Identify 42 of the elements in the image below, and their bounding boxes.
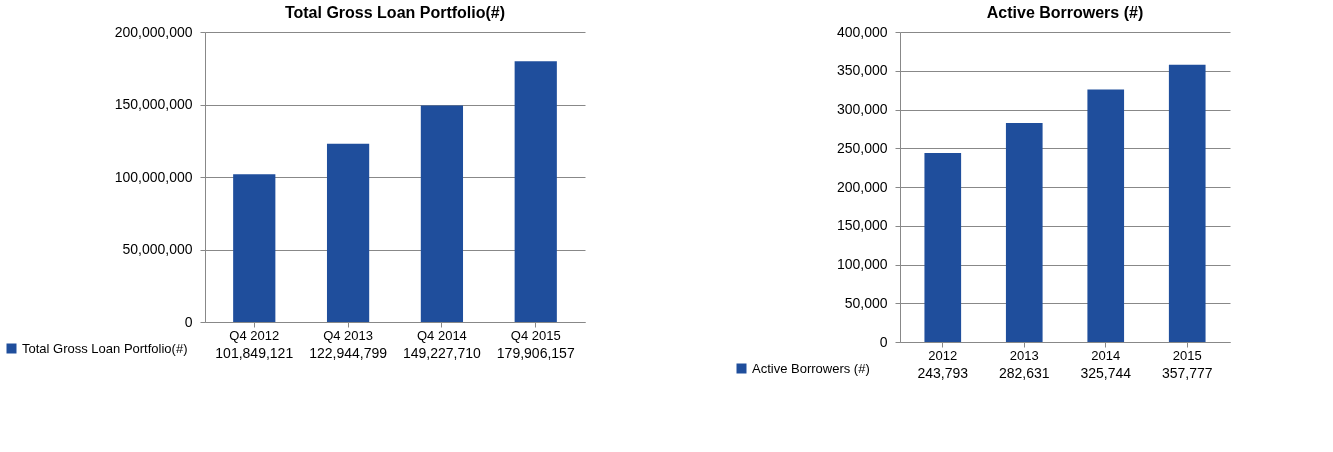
data-label: 149,227,710 — [402, 345, 482, 361]
x-tick-label: Q4 2013 — [323, 327, 374, 343]
x-tick-label: 2015 — [1172, 347, 1202, 363]
bar — [1087, 89, 1125, 342]
y-tick-label: 300,000 — [836, 101, 888, 117]
bar — [326, 143, 370, 322]
x-tick-label: Q4 2012 — [229, 327, 280, 343]
chart-title: Total Gross Loan Portfolio(#) — [284, 4, 506, 21]
bar — [420, 105, 464, 322]
chart-title: Active Borrowers (#) — [986, 4, 1144, 21]
x-tick-label: 2014 — [1091, 347, 1121, 363]
bar — [924, 153, 962, 342]
data-label: 357,777 — [1161, 365, 1213, 381]
data-label: 243,793 — [917, 365, 969, 381]
data-label: 179,906,157 — [496, 345, 575, 361]
y-tick-label: 100,000 — [836, 256, 888, 272]
data-label: 282,631 — [998, 365, 1050, 381]
y-tick-label: 150,000 — [836, 217, 888, 234]
y-tick-label: 250,000 — [836, 139, 888, 156]
legend-label: Total Gross Loan Portfolio(#) — [22, 340, 188, 356]
bar — [233, 174, 276, 322]
bar — [514, 61, 557, 322]
y-tick-label: 100,000,000 — [114, 168, 193, 185]
data-label: 122,944,799 — [309, 345, 388, 361]
x-tick-label: 2012 — [928, 347, 958, 363]
y-tick-label: 400,000 — [836, 23, 888, 40]
y-tick-label: 200,000,000 — [114, 23, 193, 40]
y-tick-label: 200,000 — [836, 178, 888, 195]
y-tick-label: 50,000 — [844, 294, 888, 311]
data-label: 325,744 — [1080, 365, 1132, 381]
bar — [1005, 122, 1043, 342]
y-tick-label: 350,000 — [836, 62, 888, 79]
x-tick-label: 2013 — [1009, 347, 1039, 363]
bar — [1168, 64, 1206, 342]
legend-label: Active Borrowers (#) — [752, 360, 870, 376]
data-label: 101,849,121 — [215, 345, 294, 361]
y-tick-label: 0 — [184, 313, 193, 330]
y-tick-label: 0 — [879, 333, 888, 350]
y-tick-label: 150,000,000 — [114, 96, 193, 112]
x-tick-label: Q4 2015 — [510, 327, 561, 343]
x-tick-label: Q4 2014 — [416, 327, 467, 343]
y-tick-label: 50,000,000 — [122, 241, 193, 257]
